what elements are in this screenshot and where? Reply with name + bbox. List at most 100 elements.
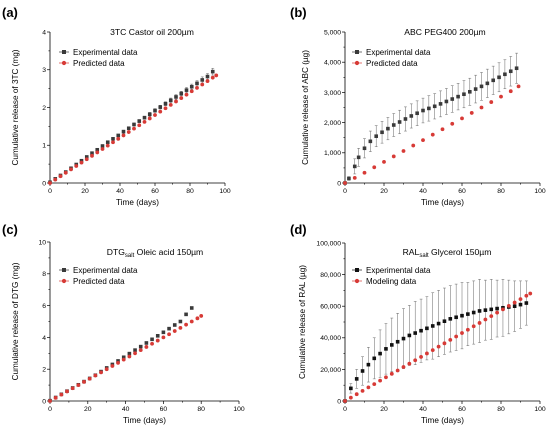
data-point [137, 119, 142, 123]
chart-title: RALsalt Glycerol 150µm [403, 247, 492, 259]
data-point [195, 81, 199, 86]
data-point [419, 355, 423, 359]
legend-marker [61, 278, 67, 284]
data-point [121, 355, 126, 360]
x-axis-label: Time (days) [123, 416, 166, 425]
series-model [48, 314, 204, 403]
data-point [514, 66, 519, 71]
y-tick-label: 3,000 [324, 90, 341, 97]
data-point [158, 109, 163, 114]
data-point [473, 87, 478, 91]
data-point [48, 399, 52, 403]
data-point [161, 330, 166, 335]
data-point [150, 337, 154, 342]
data-point [104, 367, 109, 372]
data-point [65, 389, 69, 394]
y-axis-label: Cumulative release of ABC (µg) [301, 50, 310, 165]
x-tick-label: 20 [84, 406, 92, 413]
x-tick-label: 40 [419, 406, 427, 413]
data-point [158, 105, 163, 109]
data-point [100, 147, 105, 151]
x-tick-label: 0 [343, 406, 347, 413]
data-point [105, 140, 110, 145]
data-point [401, 149, 406, 153]
data-point [372, 165, 377, 170]
legend: Experimental data Modeling data [352, 266, 431, 286]
data-point [407, 333, 412, 338]
data-point [116, 136, 121, 141]
data-point [82, 380, 86, 384]
data-point [354, 392, 359, 397]
data-point [347, 176, 351, 181]
data-point [360, 388, 365, 393]
data-point [48, 181, 52, 185]
legend-label: Experimental data [73, 266, 138, 275]
data-point [205, 74, 210, 79]
y-tick-label: 1,000 [324, 150, 341, 157]
data-point [179, 96, 184, 100]
legend-label: Experimental data [73, 48, 138, 57]
series-experimental [343, 52, 519, 185]
legend-marker [355, 50, 359, 54]
data-point [137, 123, 142, 128]
data-point [380, 130, 384, 135]
data-point [352, 175, 357, 180]
x-tick-label: 80 [186, 188, 194, 195]
data-point [168, 98, 173, 103]
series-experimental [343, 279, 529, 403]
data-point [105, 143, 110, 148]
data-point [95, 150, 100, 155]
data-point [189, 306, 194, 310]
data-point [205, 79, 210, 83]
x-tick-label: 0 [48, 406, 52, 413]
data-point [419, 328, 423, 333]
data-point [374, 134, 378, 138]
data-point [425, 351, 429, 356]
data-point [174, 99, 178, 104]
data-point [407, 361, 412, 366]
data-point [456, 94, 460, 99]
data-point [403, 117, 408, 121]
legend-label: Experimental data [366, 48, 431, 57]
data-point [95, 147, 100, 152]
x-tick-label: 100 [233, 406, 245, 413]
data-point [354, 377, 359, 381]
data-point [121, 129, 126, 134]
data-point [483, 317, 488, 322]
y-axis-label: Cumulative release of 3TC (mg) [11, 49, 20, 165]
data-point [477, 309, 482, 313]
data-point [524, 301, 529, 305]
data-point [427, 106, 431, 111]
data-point [466, 312, 470, 316]
data-point [395, 368, 400, 373]
data-point [69, 167, 73, 172]
x-axis-label: Time (days) [421, 416, 464, 425]
data-point [415, 111, 419, 116]
data-point [411, 143, 416, 148]
data-point [362, 170, 367, 175]
data-point [127, 351, 132, 356]
data-point [465, 327, 470, 332]
data-point [389, 371, 394, 376]
data-point [138, 348, 143, 353]
series-experimental [48, 306, 194, 403]
x-tick-label: 20 [380, 188, 388, 195]
data-point [471, 310, 476, 315]
data-point [391, 154, 396, 159]
chart-title-subscript: salt [125, 253, 135, 259]
data-point [528, 291, 533, 296]
x-tick-label: 20 [81, 188, 89, 195]
data-point [53, 395, 58, 400]
legend-marker [61, 60, 67, 66]
x-tick-label: 100 [534, 406, 546, 413]
data-point [430, 348, 435, 353]
data-point [200, 78, 205, 82]
data-point [79, 160, 84, 165]
data-point [144, 341, 149, 345]
chart-title-main: ABC PEG400 200µm [404, 27, 485, 37]
data-point [116, 359, 120, 363]
data-point [356, 155, 361, 160]
series-model [48, 73, 219, 185]
data-point [195, 85, 199, 90]
y-tick-label: 10 [38, 239, 46, 246]
